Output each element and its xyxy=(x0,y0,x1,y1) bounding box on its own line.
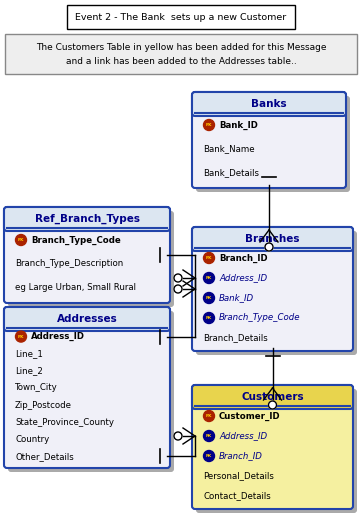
Text: Branch_Details: Branch_Details xyxy=(203,334,268,343)
Circle shape xyxy=(204,253,215,264)
Text: Personal_Details: Personal_Details xyxy=(203,471,274,481)
Circle shape xyxy=(204,411,215,421)
Circle shape xyxy=(16,235,26,245)
Text: FK: FK xyxy=(206,316,212,320)
FancyBboxPatch shape xyxy=(67,5,295,29)
FancyBboxPatch shape xyxy=(192,92,346,116)
Circle shape xyxy=(174,285,182,293)
Text: Bank_ID: Bank_ID xyxy=(219,294,254,303)
Text: Country: Country xyxy=(15,435,49,444)
FancyBboxPatch shape xyxy=(4,207,170,303)
FancyBboxPatch shape xyxy=(196,231,357,355)
Circle shape xyxy=(265,243,273,251)
Text: PK: PK xyxy=(206,123,212,127)
Text: Customer_ID: Customer_ID xyxy=(219,412,281,420)
FancyBboxPatch shape xyxy=(192,92,346,188)
Text: Branch_ID: Branch_ID xyxy=(219,452,263,460)
Text: FK: FK xyxy=(206,296,212,300)
Circle shape xyxy=(204,312,215,323)
FancyBboxPatch shape xyxy=(8,311,174,472)
FancyBboxPatch shape xyxy=(192,385,353,509)
Text: Branch_Type_Description: Branch_Type_Description xyxy=(15,260,123,268)
Circle shape xyxy=(174,274,182,282)
Text: State_Province_County: State_Province_County xyxy=(15,418,114,427)
Text: Branch_ID: Branch_ID xyxy=(219,253,268,263)
Text: The Customers Table in yellow has been added for this Message: The Customers Table in yellow has been a… xyxy=(36,43,326,51)
Text: and a link has been added to the Addresses table..: and a link has been added to the Address… xyxy=(66,57,296,65)
Text: Branch_Type_Code: Branch_Type_Code xyxy=(219,313,301,322)
Circle shape xyxy=(204,119,215,130)
Text: PK: PK xyxy=(18,238,24,242)
FancyBboxPatch shape xyxy=(4,307,170,468)
Text: Bank_ID: Bank_ID xyxy=(219,120,258,130)
Circle shape xyxy=(204,450,215,461)
Text: eg Large Urban, Small Rural: eg Large Urban, Small Rural xyxy=(15,283,136,293)
Text: Branch_Type_Code: Branch_Type_Code xyxy=(31,236,121,244)
Text: FK: FK xyxy=(206,454,212,458)
Circle shape xyxy=(204,430,215,442)
Text: Addresses: Addresses xyxy=(57,314,117,324)
Text: Line_1: Line_1 xyxy=(15,349,43,358)
Circle shape xyxy=(174,432,182,440)
Circle shape xyxy=(269,401,277,409)
Text: Bank_Name: Bank_Name xyxy=(203,144,254,154)
Text: Customers: Customers xyxy=(241,392,304,402)
Text: Branches: Branches xyxy=(245,234,300,244)
Text: Ref_Branch_Types: Ref_Branch_Types xyxy=(34,214,139,224)
Text: Event 2 - The Bank  sets up a new Customer: Event 2 - The Bank sets up a new Custome… xyxy=(76,12,287,21)
FancyBboxPatch shape xyxy=(196,389,357,513)
Text: Banks: Banks xyxy=(251,99,287,109)
Text: Bank_Details: Bank_Details xyxy=(203,169,259,177)
Text: PK: PK xyxy=(206,256,212,260)
Text: Address_ID: Address_ID xyxy=(31,332,85,341)
Text: FK: FK xyxy=(206,434,212,438)
Text: Address_ID: Address_ID xyxy=(219,431,267,441)
FancyBboxPatch shape xyxy=(192,227,353,251)
Circle shape xyxy=(16,331,26,342)
Text: Zip_Postcode: Zip_Postcode xyxy=(15,401,72,409)
FancyBboxPatch shape xyxy=(196,96,350,192)
Text: FK: FK xyxy=(206,276,212,280)
FancyBboxPatch shape xyxy=(4,207,170,231)
Circle shape xyxy=(204,272,215,283)
Text: PK: PK xyxy=(206,414,212,418)
Text: Contact_Details: Contact_Details xyxy=(203,491,271,500)
FancyBboxPatch shape xyxy=(5,34,357,74)
Text: Line_2: Line_2 xyxy=(15,366,43,375)
Text: Town_City: Town_City xyxy=(15,384,58,392)
FancyBboxPatch shape xyxy=(4,307,170,331)
FancyBboxPatch shape xyxy=(192,227,353,351)
FancyBboxPatch shape xyxy=(8,211,174,307)
FancyBboxPatch shape xyxy=(192,385,353,409)
Circle shape xyxy=(204,293,215,304)
Text: Address_ID: Address_ID xyxy=(219,274,267,282)
Text: Other_Details: Other_Details xyxy=(15,452,74,461)
Text: PK: PK xyxy=(18,335,24,338)
